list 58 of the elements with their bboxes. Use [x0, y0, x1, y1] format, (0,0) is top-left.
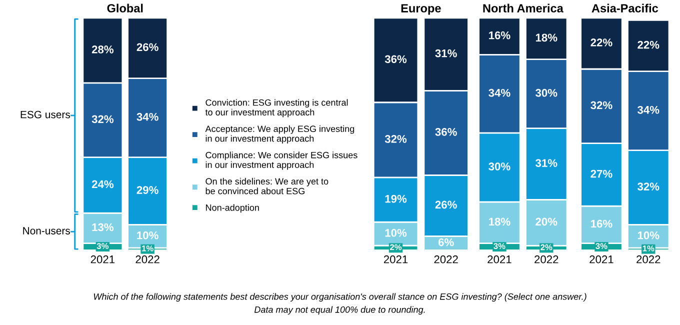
x-tick-label: 2021	[488, 255, 512, 264]
data-label: 10%	[638, 231, 660, 240]
chart-title: Europe	[401, 4, 441, 15]
data-label: 34%	[488, 88, 510, 97]
data-label: 36%	[384, 55, 407, 64]
x-tick-label: 2021	[590, 255, 614, 264]
legend-label: Conviction: ESG investing is central to our investment approach	[205, 99, 348, 118]
x-tick-label: 2022	[434, 255, 458, 264]
legend-label: Acceptance: We apply ESG investing in our investment approach	[205, 125, 354, 144]
legend-label: On the sidelines: We are yet to be convinced about ESG	[206, 178, 328, 194]
data-label: 27%	[590, 170, 612, 178]
data-label: 13%	[92, 223, 114, 232]
data-label: 10%	[385, 228, 407, 237]
legend-label: Non-adoption	[206, 204, 259, 213]
data-label: 26%	[136, 43, 158, 52]
data-label: 24%	[92, 180, 114, 188]
chart-title: Asia-Pacific	[592, 4, 658, 12]
x-tick-label: 2022	[136, 255, 160, 264]
data-label: 2%	[540, 244, 552, 250]
data-label: 10%	[137, 231, 158, 240]
data-label: 20%	[536, 218, 558, 226]
data-label: 3%	[494, 243, 506, 250]
chart-title: Global	[107, 4, 143, 12]
data-label: 3%	[596, 243, 608, 250]
data-label: 22%	[590, 38, 612, 46]
x-tick-label: 2021	[90, 255, 114, 264]
data-label: 36%	[435, 128, 457, 136]
data-label: 16%	[489, 31, 510, 40]
x-tick-label: 2021	[384, 255, 408, 264]
data-label: 3%	[96, 243, 108, 250]
data-label: 32%	[92, 115, 114, 124]
data-label: 28%	[92, 46, 114, 54]
x-tick-label: 2022	[636, 255, 660, 264]
x-tick-label: 2022	[534, 255, 558, 264]
data-label: 18%	[536, 34, 558, 42]
data-label: 34%	[638, 106, 660, 114]
data-label: 16%	[591, 220, 612, 228]
data-label: 30%	[536, 88, 558, 97]
data-label: 22%	[638, 40, 660, 49]
text: Which of the following statements best describes your organisation's overall stance on ESG investing? (Select one answer.)	[94, 293, 586, 302]
data-label: 2%	[390, 244, 402, 250]
data-label: 18%	[489, 218, 510, 226]
data-label: 32%	[590, 101, 612, 110]
chart-title: North America	[483, 4, 564, 12]
data-label: 34%	[136, 112, 158, 121]
data-label: 31%	[435, 49, 457, 58]
text: ESG users	[20, 110, 70, 118]
data-label: 32%	[384, 135, 407, 143]
data-label: 19%	[385, 194, 407, 203]
data-label: 30%	[488, 162, 510, 170]
data-label: 32%	[638, 182, 660, 191]
data-label: 29%	[136, 186, 158, 194]
data-label: 6%	[438, 238, 454, 246]
data-label: 31%	[536, 159, 558, 167]
text: Non-users	[23, 227, 70, 234]
text: Data may not equal 100% due to rounding.	[254, 306, 425, 315]
legend-label: Compliance: We consider ESG issues in our investment approach	[206, 152, 358, 170]
data-label: 26%	[435, 200, 457, 209]
